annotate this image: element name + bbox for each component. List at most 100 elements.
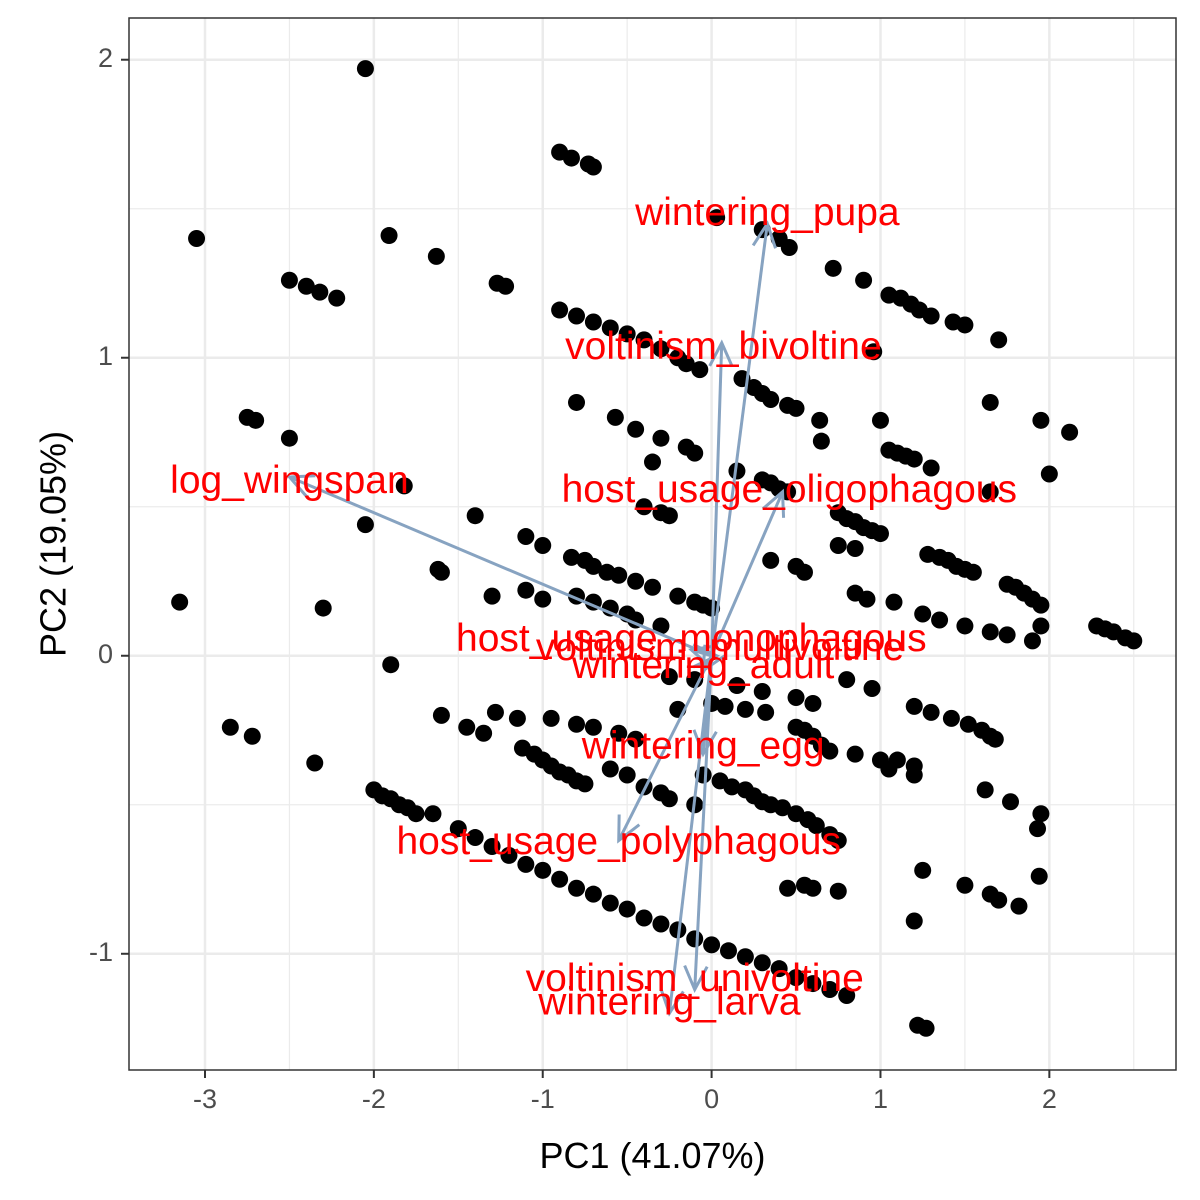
score-point	[719, 942, 737, 960]
score-point	[486, 703, 504, 721]
score-point	[584, 885, 602, 903]
x-axis-title: PC1 (41.07%)	[539, 1135, 765, 1176]
score-point	[757, 703, 775, 721]
score-point	[517, 855, 535, 873]
score-point	[652, 429, 670, 447]
score-point	[610, 566, 628, 584]
loading-label: wintering_larva	[537, 981, 801, 1024]
score-point	[1029, 820, 1047, 838]
score-point	[1032, 596, 1050, 614]
loading-arrow	[710, 488, 786, 657]
score-point	[981, 483, 999, 501]
loading-arrow-head	[659, 988, 685, 1017]
score-point	[807, 817, 825, 835]
score-point	[888, 751, 906, 769]
y-tick-label: -1	[89, 937, 113, 967]
score-point	[753, 954, 771, 972]
score-point	[922, 703, 940, 721]
score-point	[824, 259, 842, 277]
score-point	[247, 411, 265, 429]
score-point	[780, 238, 798, 256]
score-point	[1023, 632, 1041, 650]
x-tick-label: -3	[193, 1084, 217, 1114]
loading-arrow	[710, 220, 777, 656]
loading-arrow-shaft	[693, 655, 714, 990]
score-point	[449, 820, 467, 838]
score-point	[922, 307, 940, 325]
score-point	[871, 411, 889, 429]
score-point	[562, 548, 580, 566]
score-point	[534, 861, 552, 879]
score-point	[855, 271, 873, 289]
score-point	[306, 754, 324, 772]
loading-label: voltinism_bivoltine	[565, 325, 881, 368]
score-point	[627, 572, 645, 590]
y-axis: -1 0 1 2	[89, 43, 129, 967]
score-point	[644, 578, 661, 596]
score-point	[380, 227, 398, 245]
score-point	[328, 289, 346, 307]
score-point	[779, 879, 797, 897]
loading-arrow-head	[751, 220, 777, 249]
loading-arrows	[286, 220, 786, 1017]
x-tick-label: -1	[531, 1084, 555, 1114]
score-point	[691, 361, 709, 379]
loading-arrow	[683, 655, 714, 993]
score-point	[858, 590, 876, 608]
score-point	[618, 325, 636, 343]
score-point	[787, 688, 805, 706]
score-point	[942, 709, 960, 727]
score-point	[905, 912, 923, 930]
score-point	[627, 730, 645, 748]
loading-arrow-shaft	[617, 655, 713, 842]
score-point	[601, 319, 619, 337]
score-point	[931, 611, 949, 629]
score-points	[171, 60, 1143, 1037]
score-point	[821, 981, 839, 999]
score-point	[635, 331, 653, 349]
score-point	[466, 507, 484, 525]
score-point	[652, 915, 670, 933]
score-point	[981, 623, 999, 641]
score-point	[846, 539, 864, 557]
score-point	[865, 343, 883, 361]
loading-arrow-shaft	[288, 475, 713, 658]
score-point	[686, 444, 704, 462]
loading-arrow-head	[708, 339, 734, 368]
loading-label: wintering_adult	[571, 644, 835, 687]
score-point	[280, 271, 298, 289]
score-point	[787, 969, 805, 987]
score-point	[644, 453, 661, 471]
score-point	[568, 307, 586, 325]
loading-arrow-head	[683, 964, 709, 993]
score-point	[660, 507, 678, 525]
score-point	[1125, 632, 1143, 650]
loading-arrow-shaft	[690, 648, 713, 658]
loading-arrow	[286, 474, 713, 658]
score-point	[652, 617, 670, 635]
score-point	[677, 355, 695, 373]
score-point	[534, 590, 552, 608]
score-point	[551, 870, 569, 888]
score-point	[1032, 411, 1050, 429]
score-point	[804, 879, 822, 897]
score-point	[976, 781, 994, 799]
score-point	[838, 671, 856, 689]
score-point	[812, 432, 830, 450]
score-point	[990, 331, 1008, 349]
score-point	[762, 390, 780, 408]
loading-label: wintering_pupa	[634, 191, 900, 234]
score-point	[483, 587, 501, 605]
score-point	[753, 683, 771, 701]
y-axis-title: PC2 (19.05%)	[33, 431, 74, 657]
score-point	[959, 715, 977, 733]
score-point	[660, 668, 678, 686]
score-point	[917, 1019, 935, 1037]
score-point	[846, 745, 864, 763]
score-point	[280, 429, 298, 447]
score-point	[311, 283, 329, 301]
score-point	[736, 948, 754, 966]
x-tick-label: 1	[873, 1084, 888, 1114]
score-point	[703, 936, 721, 954]
y-tick-label: 1	[98, 341, 113, 371]
